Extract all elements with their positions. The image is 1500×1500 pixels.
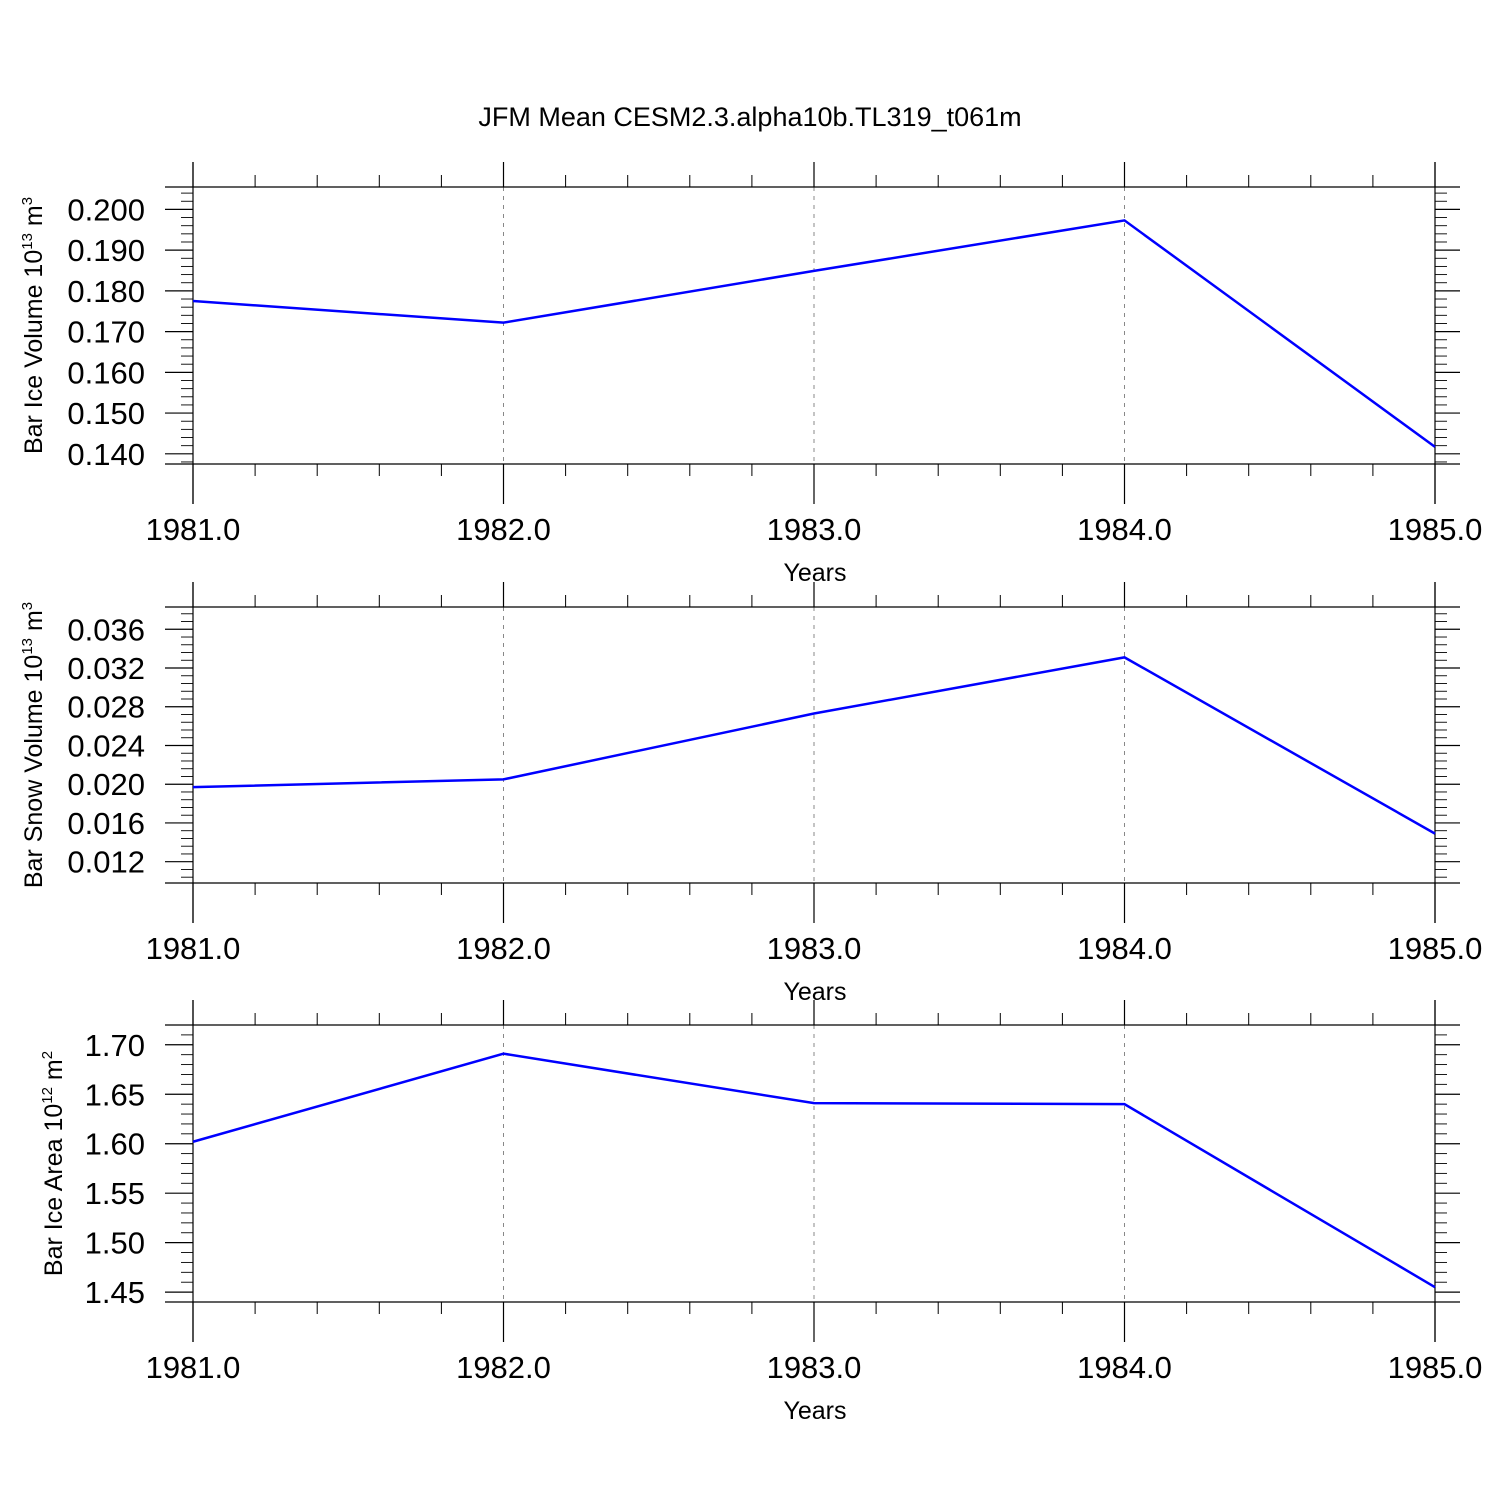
x-tick-label: 1983.0	[767, 931, 862, 966]
x-tick-label: 1985.0	[1388, 1350, 1483, 1385]
y-tick-label: 0.020	[67, 767, 145, 802]
x-tick-label: 1984.0	[1077, 1350, 1172, 1385]
y-tick-label: 0.012	[67, 845, 145, 880]
y-axis-title: Bar Snow Volume 1013 m3	[19, 602, 48, 888]
x-tick-label: 1984.0	[1077, 931, 1172, 966]
x-tick-label: 1983.0	[767, 1350, 862, 1385]
y-tick-label: 1.50	[85, 1226, 145, 1261]
x-tick-label: 1981.0	[146, 931, 241, 966]
y-axis-title: Bar Ice Volume 1013 m3	[19, 197, 48, 454]
y-tick-label: 0.180	[67, 274, 145, 309]
figure-title: JFM Mean CESM2.3.alpha10b.TL319_t061m	[478, 102, 1021, 132]
chart-panel-1: 1981.0 1982.0 1983.0 1984.0 1985.0 0.140 0.150…	[19, 162, 1482, 587]
y-tick-label: 0.170	[67, 315, 145, 350]
y-tick-label: 0.200	[67, 192, 145, 227]
chart-panel-3: 1981.0 1982.0 1983.0 1984.0 1985.0 1.45 1.50 1.…	[39, 1000, 1482, 1425]
x-tick-label: 1982.0	[456, 931, 551, 966]
chart-panel-2: 1981.0 1982.0 1983.0 1984.0 1985.0 0.012 0.016…	[19, 582, 1482, 1006]
x-axis-title: Years	[783, 1397, 846, 1425]
y-tick-label: 1.70	[85, 1028, 145, 1063]
y-tick-label: 0.150	[67, 396, 145, 431]
x-tick-label: 1982.0	[456, 1350, 551, 1385]
y-axis-title: Bar Ice Area 1012 m2	[39, 1051, 68, 1276]
y-tick-label: 1.65	[85, 1077, 145, 1112]
y-tick-label: 0.028	[67, 690, 145, 725]
x-tick-label: 1985.0	[1388, 931, 1483, 966]
y-tick-label: 1.45	[85, 1275, 145, 1310]
y-tick-label: 0.032	[67, 651, 145, 686]
x-tick-label: 1983.0	[767, 512, 862, 547]
y-tick-label: 0.190	[67, 233, 145, 268]
y-tick-label: 0.160	[67, 355, 145, 390]
y-tick-label: 0.016	[67, 806, 145, 841]
x-tick-label: 1981.0	[146, 512, 241, 547]
y-tick-label: 1.60	[85, 1127, 145, 1162]
x-tick-label: 1981.0	[146, 1350, 241, 1385]
x-tick-label: 1982.0	[456, 512, 551, 547]
x-tick-label: 1985.0	[1388, 512, 1483, 547]
x-axis-title: Years	[783, 559, 846, 587]
y-tick-label: 0.036	[67, 612, 145, 647]
y-tick-label: 1.55	[85, 1176, 145, 1211]
y-tick-label: 0.140	[67, 437, 145, 472]
x-tick-label: 1984.0	[1077, 512, 1172, 547]
x-axis-title: Years	[783, 978, 846, 1006]
y-tick-label: 0.024	[67, 728, 145, 763]
